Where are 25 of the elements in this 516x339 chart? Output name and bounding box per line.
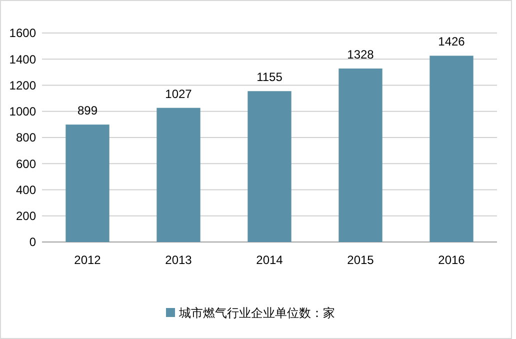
- y-tick-label: 400: [16, 182, 36, 197]
- x-tick-label: 2013: [165, 253, 192, 267]
- data-label: 899: [77, 104, 98, 118]
- x-tick-label: 2014: [256, 253, 284, 267]
- y-tick-label: 1600: [9, 26, 36, 40]
- data-label: 1027: [165, 86, 192, 101]
- y-tick-label: 800: [16, 130, 36, 145]
- bar: [338, 68, 382, 242]
- y-tick-label: 0: [29, 235, 36, 250]
- bar: [430, 56, 474, 242]
- data-label: 1155: [256, 70, 283, 84]
- y-tick-label: 1000: [9, 104, 36, 119]
- x-tick-label: 2016: [438, 253, 466, 267]
- bar: [248, 91, 292, 242]
- y-tick-label: 1200: [9, 78, 36, 92]
- y-tick-label: 1400: [9, 52, 36, 66]
- legend-label: 城市燃气行业企业单位数：家: [178, 306, 335, 320]
- y-tick-label: 200: [16, 209, 36, 224]
- x-tick-label: 2015: [347, 253, 374, 267]
- x-tick-label: 2012: [74, 253, 102, 267]
- bar: [66, 124, 110, 242]
- data-label: 1426: [438, 34, 466, 49]
- y-tick-label: 600: [16, 156, 36, 171]
- bar: [156, 108, 200, 242]
- data-label: 1328: [347, 48, 374, 62]
